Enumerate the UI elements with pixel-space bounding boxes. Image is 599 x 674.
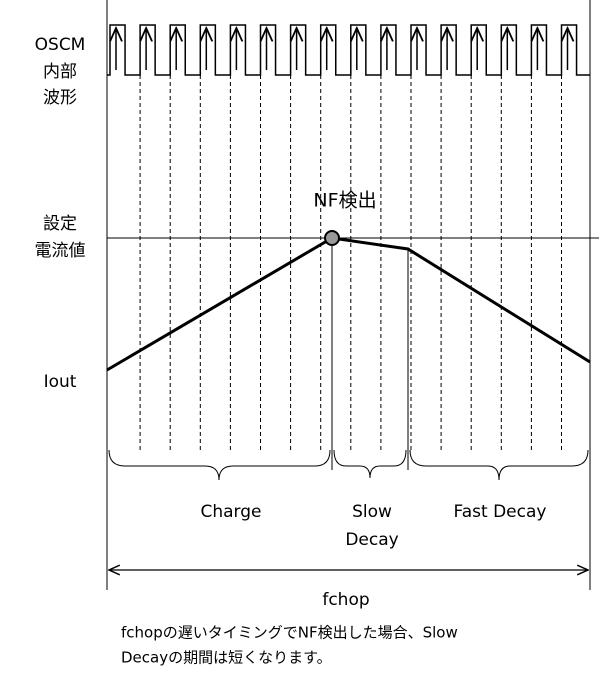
phase-label: Fast Decay xyxy=(454,502,547,522)
clock-wave xyxy=(107,24,590,452)
brace xyxy=(108,449,331,481)
current-waveform xyxy=(106,236,591,372)
period-label: fchop xyxy=(322,590,369,610)
setpoint-label: 電流値 xyxy=(35,241,86,261)
phase-label: Slow xyxy=(352,502,392,522)
oscm-label: OSCM xyxy=(35,35,86,55)
clock-path xyxy=(107,24,590,76)
oscm-label: 内部 xyxy=(43,62,77,82)
setpoint-label: 設定 xyxy=(43,214,77,234)
brace xyxy=(409,449,589,481)
brace xyxy=(333,449,407,479)
oscm-label: 波形 xyxy=(43,88,77,108)
iout-label: Iout xyxy=(44,372,77,392)
note-line: fchopの遅いタイミングでNF検出した場合、Slow xyxy=(121,624,458,642)
nf-point xyxy=(324,230,340,246)
nf-label: NF検出 xyxy=(313,190,376,212)
phase-label: Decay xyxy=(345,530,398,550)
note-line: Decayの期間は短くなります。 xyxy=(121,649,332,667)
phase-label: Charge xyxy=(200,502,261,522)
